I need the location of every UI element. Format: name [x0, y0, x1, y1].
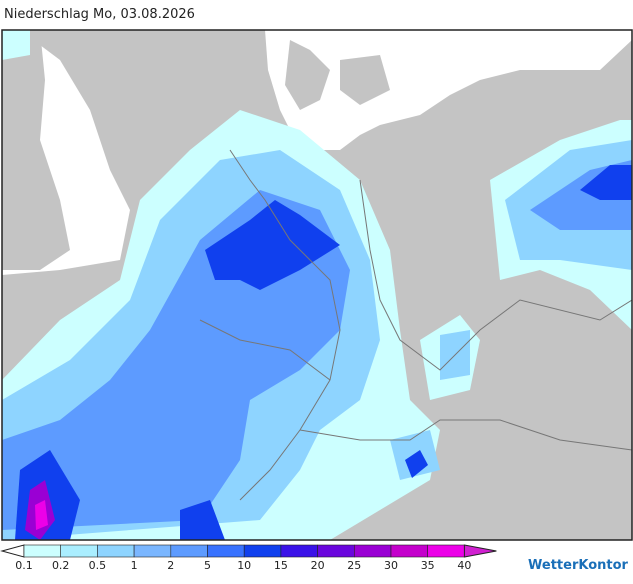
legend-label: 25	[347, 559, 361, 572]
legend-high-end	[463, 544, 497, 558]
legend-label: 40	[457, 559, 471, 572]
legend-label: 15	[274, 559, 288, 572]
legend-label: 30	[384, 559, 398, 572]
map-title: Niederschlag Mo, 03.08.2026	[4, 7, 195, 22]
map	[1, 29, 633, 541]
legend-swatch	[207, 544, 245, 558]
logo: WetterKontor	[528, 558, 629, 573]
legend-swatch	[23, 544, 62, 558]
legend-swatch	[243, 544, 282, 558]
legend-swatch	[317, 544, 355, 558]
legend-label: 0.1	[15, 559, 33, 572]
legend-swatch	[427, 544, 465, 558]
legend-swatch	[60, 544, 98, 558]
legend-label: 1	[131, 559, 138, 572]
legend-label: 5	[204, 559, 211, 572]
legend-swatch	[280, 544, 318, 558]
legend-swatch	[133, 544, 172, 558]
legend-label: 20	[311, 559, 325, 572]
legend-label: 2	[167, 559, 174, 572]
legend-swatch	[353, 544, 392, 558]
legend-swatch	[170, 544, 208, 558]
legend-swatch	[97, 544, 135, 558]
legend-label: 10	[237, 559, 251, 572]
legend-swatch	[390, 544, 429, 558]
legend-label: 0.5	[89, 559, 107, 572]
legend-label: 0.2	[52, 559, 70, 572]
legend-label: 35	[421, 559, 435, 572]
legend: 0.1 0.2 0.5 1 2 5 10 15 20 25 30 35 40	[0, 544, 497, 572]
legend-low-end	[0, 544, 25, 558]
